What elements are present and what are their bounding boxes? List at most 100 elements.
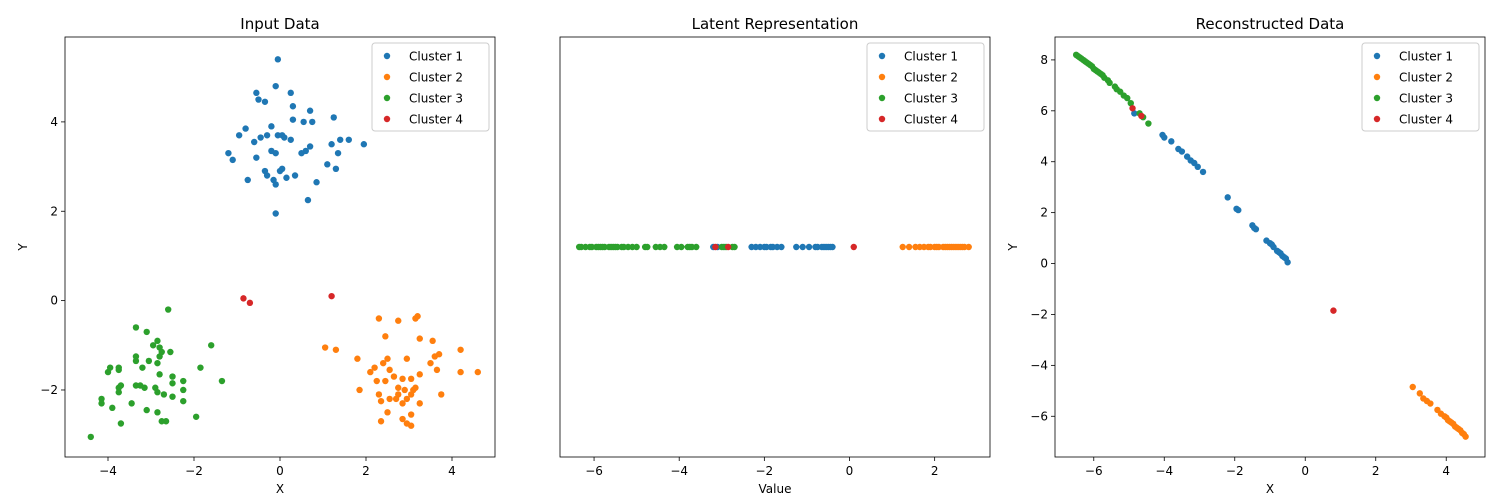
legend-marker — [383, 52, 391, 60]
data-point — [1194, 163, 1201, 171]
legend-label: Cluster 4 — [409, 113, 463, 127]
data-point — [225, 149, 232, 157]
data-point — [474, 368, 481, 376]
data-point — [287, 136, 294, 143]
chart-title: Reconstructed Data — [1196, 15, 1345, 33]
data-point — [724, 243, 732, 251]
legend-marker — [878, 73, 886, 81]
data-point — [149, 342, 157, 349]
y-axis-label: Y — [1006, 243, 1020, 252]
chart-panel-2: −6 −4 −2 0 2 Latent Representation Value Cluste… — [559, 15, 991, 496]
data-point — [431, 353, 438, 360]
data-point — [401, 386, 408, 394]
data-point — [263, 132, 271, 139]
data-point — [371, 364, 378, 371]
data-point — [278, 132, 286, 139]
data-point — [332, 346, 340, 353]
data-point — [899, 243, 906, 251]
data-point — [644, 243, 651, 251]
x-tick-label: 4 — [448, 464, 456, 478]
data-point — [793, 243, 800, 251]
legend-box — [866, 42, 985, 132]
data-point — [154, 389, 161, 396]
data-point — [731, 243, 738, 251]
data-point — [1129, 105, 1136, 112]
data-point — [354, 355, 361, 362]
plot-frame — [1054, 36, 1486, 458]
data-point — [180, 397, 187, 405]
data-point — [384, 355, 391, 362]
data-point — [1106, 79, 1113, 87]
data-point — [407, 422, 415, 429]
x-tick-label: 0 — [846, 464, 854, 478]
data-point — [87, 433, 95, 441]
data-point — [412, 384, 419, 391]
data-point — [1127, 99, 1134, 107]
data-point — [132, 357, 140, 365]
x-axis-label: Value — [759, 482, 792, 496]
data-point — [160, 391, 168, 398]
legend-label: Cluster 4 — [904, 113, 958, 127]
legend-marker — [878, 94, 886, 102]
data-point — [1427, 400, 1434, 407]
data-point — [360, 141, 368, 148]
data-point — [1131, 110, 1138, 117]
data-point — [263, 172, 271, 179]
legend-marker — [1373, 73, 1381, 81]
data-point — [197, 364, 204, 371]
data-point — [300, 118, 307, 126]
data-point — [1284, 259, 1291, 266]
data-point — [143, 406, 150, 414]
y-tick-label: −2 — [40, 383, 58, 397]
data-point — [382, 377, 389, 385]
data-point — [272, 149, 279, 157]
x-tick-label: 2 — [931, 464, 939, 478]
data-point — [390, 373, 398, 380]
legend-label: Cluster 1 — [1399, 50, 1453, 64]
data-point — [306, 107, 314, 114]
data-point — [1199, 168, 1207, 176]
data-point — [229, 156, 236, 164]
plot-frame — [559, 36, 991, 458]
data-point — [289, 116, 297, 123]
data-point — [1416, 390, 1423, 397]
x-axis-label: X — [276, 482, 284, 496]
data-point — [633, 243, 640, 251]
data-point — [328, 141, 335, 148]
y-axis-label: Y — [16, 243, 30, 252]
data-point — [141, 384, 148, 391]
data-point — [289, 103, 297, 110]
data-point — [306, 143, 314, 150]
x-tick-label: −4 — [670, 464, 688, 478]
data-point — [661, 243, 668, 251]
data-point — [180, 377, 187, 385]
series-cluster-2 — [899, 243, 972, 251]
data-point — [244, 176, 251, 184]
chart-title: Latent Representation — [692, 15, 859, 33]
data-point — [169, 380, 176, 387]
data-point — [235, 132, 243, 139]
data-point — [1330, 307, 1337, 314]
data-point — [253, 154, 260, 161]
data-point — [115, 384, 122, 391]
data-point — [169, 373, 176, 380]
data-point — [403, 355, 411, 362]
data-point — [291, 172, 299, 179]
legend-marker — [1373, 52, 1381, 60]
data-point — [156, 371, 163, 378]
chart-title: Input Data — [240, 15, 319, 33]
x-tick-label: −2 — [756, 464, 774, 478]
legend-marker — [1373, 94, 1381, 102]
data-point — [712, 243, 719, 251]
data-point — [1178, 148, 1186, 155]
chart-panel-3: −6 −4 −2 0 2 4 −6 −4 −2 0 2 4 6 8 Reconstructed Data X Y… — [1006, 15, 1486, 496]
data-point — [154, 359, 161, 367]
data-point — [115, 366, 122, 374]
x-tick-label: −4 — [1155, 464, 1173, 478]
data-point — [253, 89, 260, 97]
data-point — [156, 353, 163, 360]
data-point — [778, 243, 785, 251]
data-point — [98, 400, 105, 407]
data-point — [395, 384, 402, 391]
